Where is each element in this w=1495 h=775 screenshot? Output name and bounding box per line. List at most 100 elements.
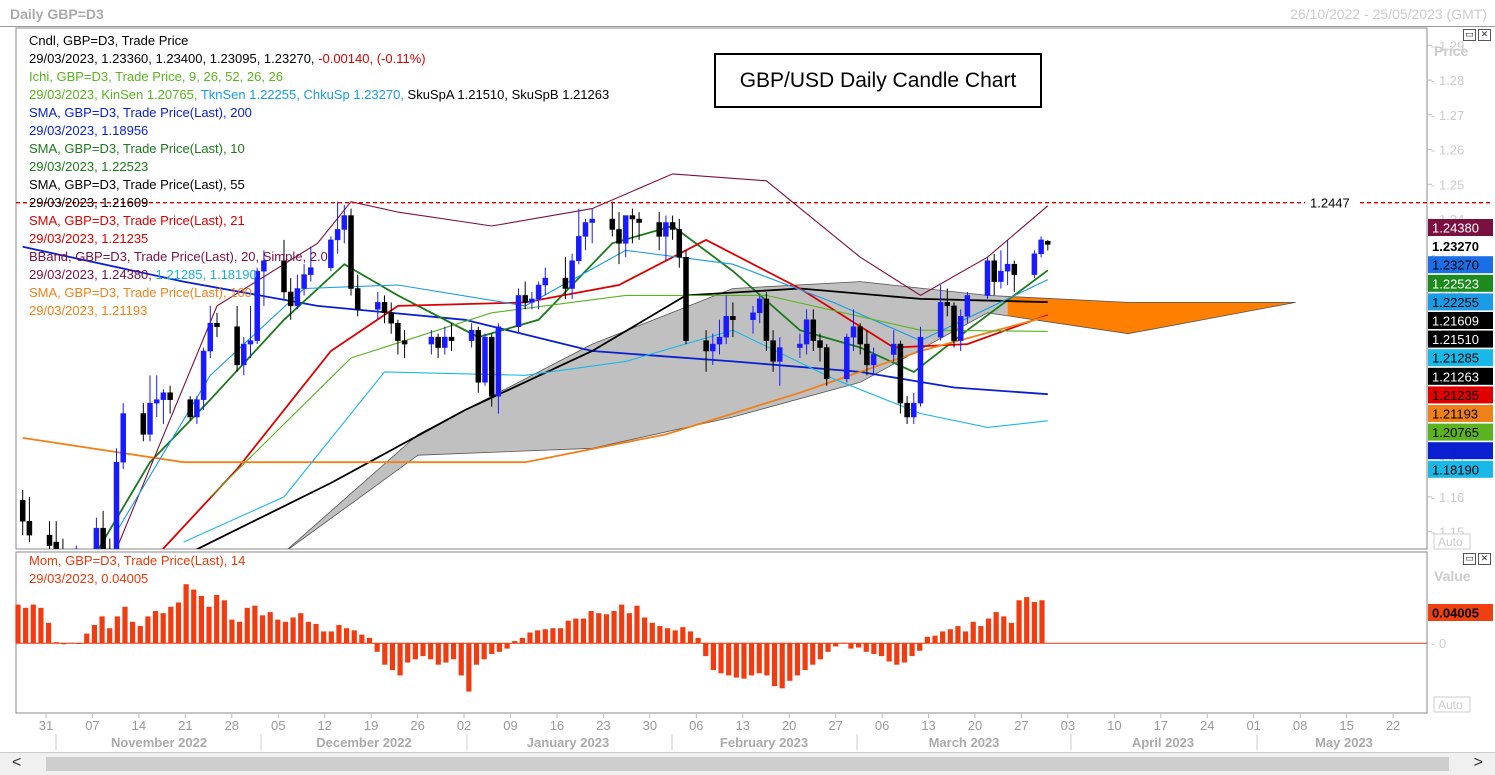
day-tick-label: 06 bbox=[875, 718, 889, 733]
price-plot-area bbox=[19, 173, 1296, 549]
momentum-bar bbox=[787, 643, 793, 681]
momentum-bar bbox=[909, 643, 915, 657]
candle-body bbox=[716, 336, 723, 345]
value-tag-text: 1.21510 bbox=[1432, 332, 1479, 347]
candle-body bbox=[113, 461, 120, 549]
legend-part: -0.00140, (-0.11%) bbox=[318, 51, 425, 66]
price-tick-label: - 1.28 bbox=[1431, 73, 1464, 88]
candle-body bbox=[622, 215, 629, 244]
momentum-bar bbox=[237, 621, 243, 644]
momentum-bar bbox=[649, 622, 655, 644]
date-range: 26/10/2022 - 25/05/2023 (GMT) bbox=[1290, 6, 1487, 22]
momentum-bar bbox=[15, 604, 21, 644]
momentum-bar bbox=[489, 643, 495, 654]
momentum-bar bbox=[458, 643, 464, 676]
momentum-bar bbox=[175, 602, 182, 644]
momentum-bar bbox=[749, 643, 755, 676]
day-tick-label: 27 bbox=[828, 718, 842, 733]
momentum-bar bbox=[267, 612, 273, 644]
price-auto-box bbox=[1433, 533, 1471, 550]
day-tick-label: 01 bbox=[1246, 718, 1260, 733]
day-tick-label: 12 bbox=[317, 718, 331, 733]
momentum-panel-restore-button[interactable]: ▭ bbox=[1463, 553, 1476, 565]
momentum-bar bbox=[351, 630, 357, 644]
day-tick-label: 23 bbox=[596, 718, 610, 733]
window-title-bar: Daily GBP=D3 26/10/2022 - 25/05/2023 (GM… bbox=[0, 0, 1495, 27]
price-panel-close-button[interactable]: ✕ bbox=[1478, 29, 1491, 41]
scroll-right-arrow-icon[interactable]: > bbox=[1473, 754, 1483, 771]
candle-body bbox=[247, 340, 254, 345]
time-axis bbox=[16, 714, 1427, 750]
candle-body bbox=[341, 215, 348, 230]
momentum-bar bbox=[924, 636, 930, 644]
momentum-bar bbox=[512, 641, 518, 644]
momentum-bar bbox=[672, 630, 678, 644]
price-tick-label: - 1.29 bbox=[1431, 38, 1464, 53]
momentum-bar bbox=[848, 643, 854, 649]
value-tag: 1.21510 bbox=[1428, 330, 1493, 348]
momentum-bar bbox=[137, 626, 143, 644]
momentum-bar bbox=[817, 643, 823, 660]
momentum-bar bbox=[420, 643, 426, 657]
momentum-bar bbox=[825, 643, 831, 652]
candle-body bbox=[864, 343, 870, 366]
momentum-bar bbox=[359, 634, 365, 644]
candle-body bbox=[803, 319, 810, 345]
value-tag: 1.22255 bbox=[1428, 293, 1493, 311]
momentum-bar bbox=[940, 631, 946, 644]
candle-body bbox=[19, 500, 26, 522]
value-tag-text: 1.18190 bbox=[1432, 462, 1479, 477]
momentum-bar bbox=[894, 643, 900, 665]
candle-body bbox=[636, 218, 642, 223]
momentum-bar bbox=[573, 618, 579, 644]
momentum-bar bbox=[603, 614, 610, 644]
day-tick-label: 16 bbox=[550, 718, 564, 733]
candle-body bbox=[46, 534, 53, 546]
price-panel-restore-button[interactable]: ▭ bbox=[1463, 29, 1476, 41]
momentum-bar bbox=[145, 616, 151, 644]
candle-body bbox=[147, 402, 153, 435]
momentum-panel-close-button[interactable]: ✕ bbox=[1478, 553, 1491, 565]
day-tick-label: 24 bbox=[1200, 718, 1214, 733]
candle-body bbox=[140, 413, 147, 435]
series-line-bband-upper bbox=[115, 173, 1049, 549]
momentum-bar bbox=[833, 643, 839, 647]
price-auto-label: Auto bbox=[1438, 535, 1463, 549]
horizontal-scrollbar[interactable]: < > bbox=[0, 752, 1495, 775]
momentum-bar bbox=[389, 643, 396, 671]
month-label: January 2023 bbox=[527, 735, 609, 750]
legend-row: 29/03/2023, 1.21235 bbox=[29, 231, 148, 246]
legend-row: 29/03/2023, 1.18956 bbox=[29, 123, 148, 138]
momentum-bar bbox=[733, 643, 739, 678]
value-tag-text: 1.21235 bbox=[1432, 388, 1479, 403]
chart-title: GBP/USD Daily Candle Chart bbox=[740, 69, 1017, 92]
candle-body bbox=[1045, 241, 1051, 245]
candle-body bbox=[569, 260, 575, 289]
day-tick-label: 13 bbox=[736, 718, 750, 733]
momentum-bar bbox=[68, 642, 75, 644]
candle-body bbox=[535, 284, 542, 300]
day-tick-label: 20 bbox=[968, 718, 982, 733]
momentum-bar bbox=[932, 635, 938, 644]
momentum-bar bbox=[978, 626, 984, 644]
candle-body bbox=[261, 260, 267, 272]
candle-body bbox=[730, 316, 736, 321]
momentum-bar bbox=[53, 642, 59, 644]
scroll-left-arrow-icon[interactable]: < bbox=[12, 754, 22, 771]
momentum-bar bbox=[580, 618, 587, 644]
candle-body bbox=[683, 256, 689, 341]
month-label: November 2022 bbox=[111, 735, 207, 750]
momentum-bar bbox=[542, 629, 548, 644]
momentum-bar bbox=[290, 617, 296, 644]
series-line-sma-10 bbox=[97, 225, 1049, 549]
momentum-bar bbox=[38, 607, 44, 644]
momentum-bar bbox=[550, 628, 556, 644]
day-tick-label: 21 bbox=[178, 718, 192, 733]
momentum-bar bbox=[802, 643, 808, 671]
momentum-bar bbox=[91, 624, 98, 644]
momentum-bar bbox=[810, 643, 816, 665]
candle-body bbox=[984, 260, 991, 296]
momentum-bar bbox=[160, 613, 166, 644]
scrollbar-thumb[interactable] bbox=[46, 757, 1449, 771]
